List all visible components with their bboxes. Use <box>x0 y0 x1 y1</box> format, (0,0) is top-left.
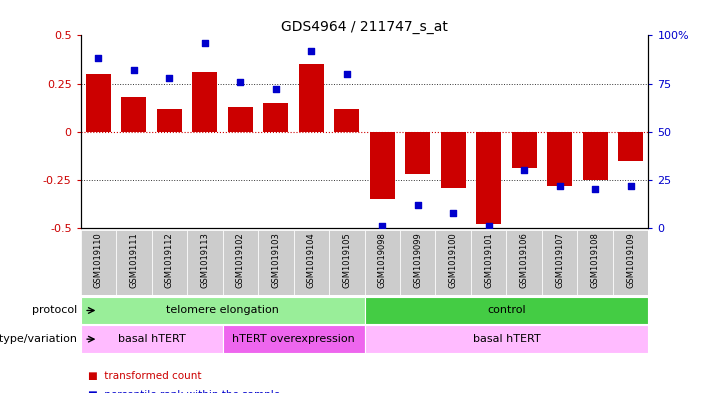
Bar <box>294 230 329 295</box>
Text: GSM1019111: GSM1019111 <box>130 232 138 288</box>
Bar <box>187 230 223 295</box>
Bar <box>334 108 359 132</box>
Point <box>448 209 459 216</box>
Text: GSM1019108: GSM1019108 <box>591 232 599 288</box>
Bar <box>506 230 542 295</box>
Bar <box>613 230 648 295</box>
Bar <box>86 74 111 132</box>
Text: GSM1019109: GSM1019109 <box>626 232 635 288</box>
Bar <box>157 108 182 132</box>
Bar <box>121 97 147 132</box>
Bar <box>116 230 151 295</box>
Point <box>554 182 565 189</box>
Point <box>164 75 175 81</box>
Text: ■  percentile rank within the sample: ■ percentile rank within the sample <box>88 390 280 393</box>
Bar <box>441 132 465 187</box>
Bar <box>583 132 608 180</box>
Bar <box>81 325 223 353</box>
Bar <box>435 230 471 295</box>
Bar <box>365 297 648 324</box>
Point <box>128 67 139 73</box>
Bar <box>329 230 365 295</box>
Point <box>93 55 104 62</box>
Text: GSM1019105: GSM1019105 <box>342 232 351 288</box>
Point <box>625 182 637 189</box>
Point <box>199 40 210 46</box>
Text: GSM1019106: GSM1019106 <box>519 232 529 288</box>
Text: protocol: protocol <box>32 305 77 316</box>
Point <box>519 167 530 173</box>
Bar <box>405 132 430 174</box>
Text: basal hTERT: basal hTERT <box>118 334 186 344</box>
Bar <box>228 107 253 132</box>
Bar <box>299 64 324 132</box>
Point <box>590 186 601 193</box>
Text: GSM1019113: GSM1019113 <box>200 232 210 288</box>
Text: hTERT overexpression: hTERT overexpression <box>232 334 355 344</box>
Bar <box>258 230 294 295</box>
Bar <box>365 230 400 295</box>
Text: GSM1019112: GSM1019112 <box>165 232 174 288</box>
Bar <box>151 230 187 295</box>
Text: GSM1019099: GSM1019099 <box>414 232 422 288</box>
Bar <box>542 230 578 295</box>
Point <box>341 71 353 77</box>
Bar <box>264 103 288 132</box>
Point <box>412 202 423 208</box>
Point <box>376 223 388 229</box>
Text: telomere elongation: telomere elongation <box>166 305 279 316</box>
Text: basal hTERT: basal hTERT <box>472 334 540 344</box>
Text: GSM1019103: GSM1019103 <box>271 232 280 288</box>
Text: genotype/variation: genotype/variation <box>0 334 77 344</box>
Text: ■  transformed count: ■ transformed count <box>88 371 201 380</box>
Title: GDS4964 / 211747_s_at: GDS4964 / 211747_s_at <box>281 20 448 34</box>
Point <box>235 79 246 85</box>
Text: GSM1019104: GSM1019104 <box>307 232 315 288</box>
Text: GSM1019107: GSM1019107 <box>555 232 564 288</box>
Text: GSM1019102: GSM1019102 <box>236 232 245 288</box>
Text: GSM1019101: GSM1019101 <box>484 232 494 288</box>
Bar <box>512 132 537 168</box>
Text: control: control <box>487 305 526 316</box>
Bar <box>223 230 258 295</box>
Bar <box>223 325 365 353</box>
Bar <box>192 72 217 132</box>
Text: GSM1019098: GSM1019098 <box>378 232 387 288</box>
Bar <box>81 230 116 295</box>
Point <box>483 223 494 229</box>
Bar <box>400 230 435 295</box>
Bar <box>578 230 613 295</box>
Bar <box>618 132 643 160</box>
Point <box>270 86 281 92</box>
Bar <box>476 132 501 224</box>
Bar <box>370 132 395 199</box>
Bar <box>471 230 507 295</box>
Bar <box>547 132 572 185</box>
Text: GSM1019110: GSM1019110 <box>94 232 103 288</box>
Point <box>306 48 317 54</box>
Bar <box>81 297 365 324</box>
Text: GSM1019100: GSM1019100 <box>449 232 458 288</box>
Bar <box>365 325 648 353</box>
